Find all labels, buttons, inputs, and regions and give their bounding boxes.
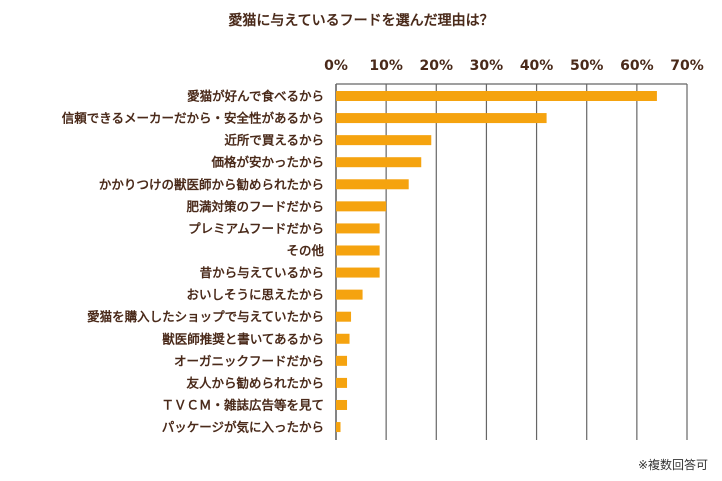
category-label: 信頼できるメーカーだから・安全性があるから [62,111,324,126]
x-tick-label: 10% [369,58,403,74]
category-label: その他 [286,243,324,258]
tick-label-layer: 0% 10% 20% 30% 40% 50% 60% 70% [324,58,704,74]
category-label: おいしそうに思えたから [186,287,324,302]
category-label: 価格が安かったから [210,155,324,170]
category-label-layer: 愛猫が好んで食べるから信頼できるメーカーだから・安全性があるから近所で買えるから… [62,89,325,435]
category-label: プレミアムフードだから [188,221,324,236]
x-tick-label: 50% [570,58,604,74]
bar [336,399,348,410]
bar [336,179,409,190]
category-label: オーガニックフードだから [174,353,324,368]
x-tick-label: 20% [420,58,454,74]
bar [336,201,387,212]
bar [336,245,380,256]
bar [336,289,363,300]
bar [336,355,348,366]
chart-title: 愛猫に与えているフードを選んだ理由は？ [228,13,494,29]
bar [336,422,341,433]
bar [336,113,547,124]
category-label: 愛猫を購入したショップで与えていたから [87,309,324,324]
x-tick-label: 70% [670,58,704,74]
category-label: かかりつけの獣医師から勧められたから [99,177,324,192]
category-label: 昔から与えているから [200,265,324,280]
bar [336,333,350,344]
bar-layer [336,91,657,433]
x-tick-label: 30% [470,58,504,74]
x-tick-label: 0% [324,58,348,74]
bar [336,91,657,101]
x-tick-label: 60% [620,58,654,74]
category-label: 獣医師推奨と書いてあるから [162,331,324,346]
footnote: ※複数回答可 [637,458,708,472]
bar [336,157,422,168]
bar [336,267,380,278]
bar [336,311,352,322]
bar [336,377,348,388]
category-label: 肥満対策のフードだから [186,199,324,214]
bar [336,135,432,146]
category-label: ＴＶＣＭ・雑誌広告等を見て [161,397,324,412]
x-tick-label: 40% [520,58,554,74]
category-label: 近所で買えるから [224,133,324,148]
category-label: 愛猫が好んで食べるから [187,89,324,104]
bar [336,223,380,234]
category-label: 友人から勧められたから [185,375,324,390]
category-label: パッケージが気に入ったから [162,420,324,435]
